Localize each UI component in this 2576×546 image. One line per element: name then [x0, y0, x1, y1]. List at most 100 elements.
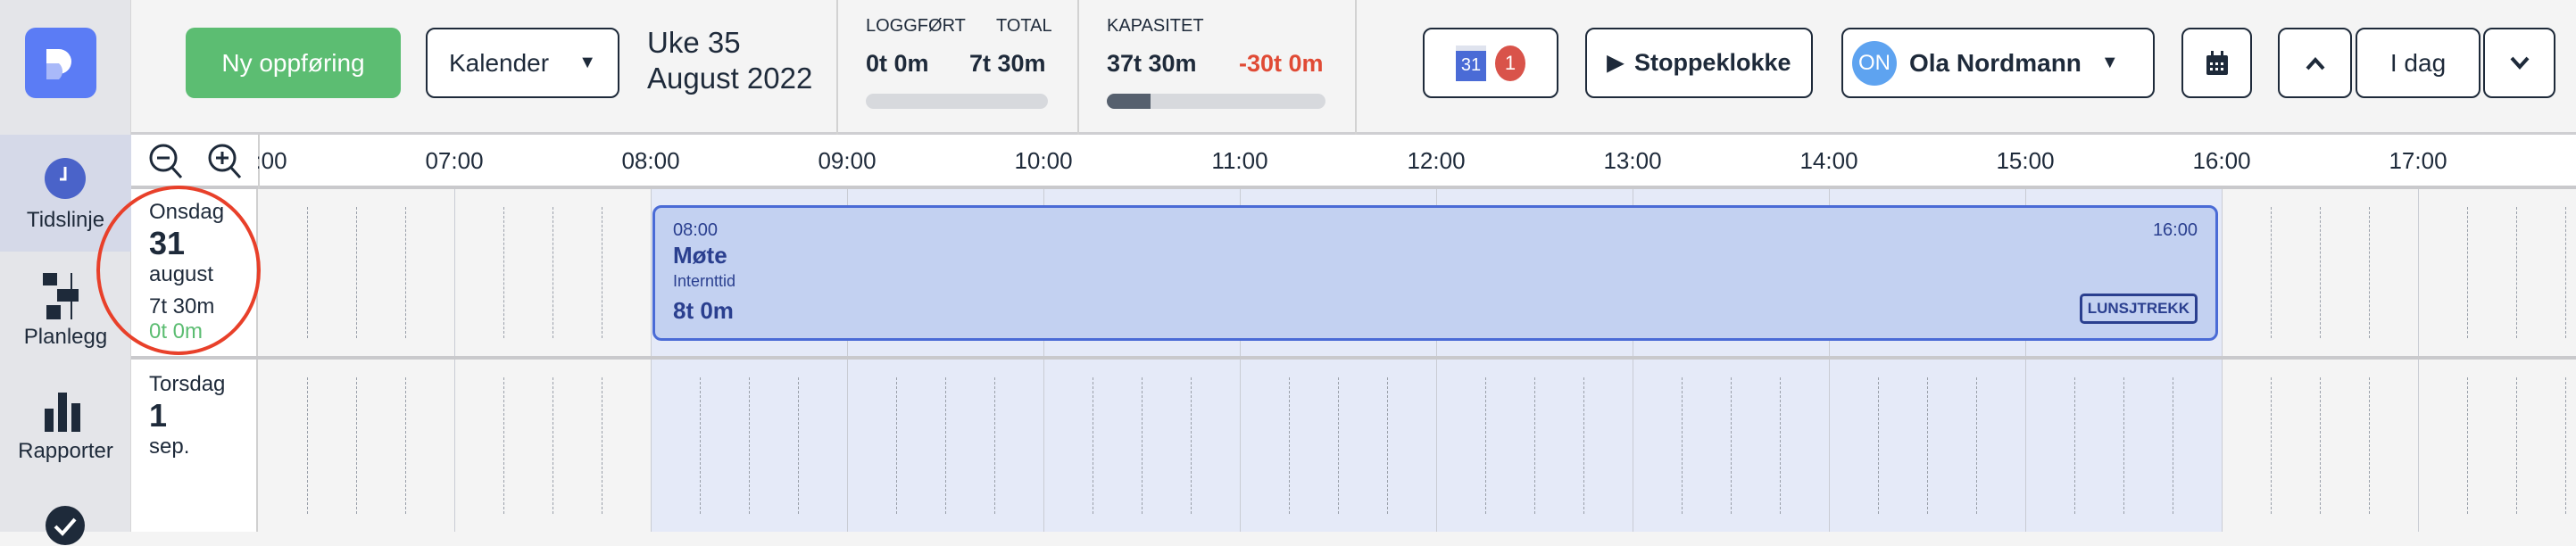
app-logo[interactable]	[25, 28, 96, 98]
quarter-gridline	[356, 377, 357, 514]
weekday: Torsdag	[149, 372, 226, 396]
stopwatch-button[interactable]: ▶ Stoppeklokke	[1585, 28, 1813, 98]
hour-label: 17:00	[2389, 147, 2447, 174]
hour-gridline	[454, 189, 455, 356]
week-label: Uke 35	[647, 26, 741, 59]
quarter-gridline	[1338, 377, 1339, 514]
hour-gridline	[651, 360, 652, 532]
caret-down-icon: ▼	[578, 53, 596, 72]
event-start: 08:00	[673, 220, 719, 240]
next-button[interactable]	[2483, 28, 2555, 98]
hour-gridline	[2222, 360, 2223, 532]
time-axis	[131, 135, 2576, 189]
divider	[836, 0, 838, 135]
chevron-up-icon	[2306, 56, 2324, 70]
zoom-in-icon[interactable]	[207, 143, 243, 180]
day-label-thursday[interactable]: Torsdag 1 sep.	[131, 360, 258, 532]
quarter-gridline	[2320, 377, 2321, 514]
user-menu[interactable]: ON Ola Nordmann ▼	[1841, 28, 2155, 98]
quarter-gridline	[307, 207, 308, 338]
highlight-circle	[96, 186, 261, 355]
quarter-gridline	[896, 377, 897, 514]
previous-button[interactable]	[2278, 28, 2352, 98]
quarter-gridline	[356, 207, 357, 338]
logged-value: 0t 0m	[866, 50, 929, 77]
event-duration: 8t 0m	[673, 297, 734, 324]
today-button[interactable]: I dag	[2356, 28, 2480, 98]
calendar-sync-button[interactable]: 31 1	[1423, 28, 1558, 98]
quarter-gridline	[2467, 207, 2468, 338]
quarter-gridline	[2271, 207, 2272, 338]
quarter-gridline	[2271, 377, 2272, 514]
quarter-gridline	[2074, 377, 2075, 514]
quarter-gridline	[1485, 377, 1486, 514]
quarter-gridline	[2123, 377, 2124, 514]
view-select[interactable]: Kalender ▼	[426, 28, 619, 98]
quarter-gridline	[2565, 377, 2566, 514]
date-picker-button[interactable]	[2181, 28, 2252, 98]
quarter-gridline	[700, 377, 701, 514]
clock-icon	[45, 158, 86, 199]
sidebar-item-label: Rapporter	[18, 439, 113, 463]
quarter-gridline	[2320, 207, 2321, 338]
quarter-gridline	[405, 377, 406, 514]
total-label: TOTAL	[996, 16, 1052, 36]
quarter-gridline	[1731, 377, 1732, 514]
quarter-gridline	[1191, 377, 1192, 514]
quarter-gridline	[1976, 377, 1977, 514]
new-entry-button[interactable]: Ny oppføring	[186, 28, 401, 98]
date-range: Uke 35 August 2022	[647, 25, 812, 96]
hour-label: 13:00	[1603, 147, 1662, 174]
sidebar-item-planlegg[interactable]: Planlegg	[0, 259, 131, 357]
hour-label: 15:00	[1996, 147, 2055, 174]
quarter-gridline	[2516, 207, 2517, 338]
quarter-gridline	[503, 377, 504, 514]
hour-gridline	[1043, 360, 1044, 532]
bar-chart-icon	[45, 393, 80, 432]
hour-gridline	[847, 360, 848, 532]
day-number: 1	[149, 397, 168, 434]
play-icon: ▶	[1607, 51, 1624, 75]
hour-label: 08:00	[621, 147, 680, 174]
quarter-gridline	[2369, 207, 2370, 338]
hour-label: 07:00	[425, 147, 484, 174]
hour-gridline	[1240, 360, 1241, 532]
quarter-gridline	[1878, 377, 1879, 514]
quarter-gridline	[749, 377, 750, 514]
hour-gridline	[1436, 360, 1437, 532]
hour-gridline	[2418, 360, 2419, 532]
hour-label: 10:00	[1014, 147, 1073, 174]
hour-label: 12:00	[1407, 147, 1466, 174]
event-title: Møte	[673, 242, 727, 269]
capacity-value: 37t 30m	[1107, 50, 1197, 77]
stopwatch-label: Stoppeklokke	[1633, 49, 1791, 76]
caret-down-icon: ▼	[2100, 53, 2119, 72]
capacity-label: KAPASITET	[1107, 16, 1204, 36]
capacity-diff: -30t 0m	[1239, 50, 1324, 77]
quarter-gridline	[2467, 377, 2468, 514]
event-mote[interactable]: 08:00 16:00 Møte Internttid 8t 0m LUNSJT…	[652, 205, 2218, 341]
total-value: 7t 30m	[969, 50, 1046, 77]
quarter-gridline	[1927, 377, 1928, 514]
quarter-gridline	[1780, 377, 1781, 514]
divider	[1355, 0, 1357, 135]
sidebar-item-rapporter[interactable]: Rapporter	[0, 375, 131, 473]
hour-label: 11:00	[1211, 147, 1268, 174]
check-circle-icon[interactable]	[45, 505, 86, 546]
quarter-gridline	[1534, 377, 1535, 514]
quarter-gridline	[1387, 377, 1388, 514]
event-category: Internttid	[673, 272, 736, 290]
month: sep.	[149, 434, 190, 459]
quarter-gridline	[945, 377, 946, 514]
calendar-icon	[2206, 50, 2228, 75]
hour-gridline	[2418, 189, 2419, 356]
chevron-down-icon	[2510, 56, 2529, 70]
quarter-gridline	[2516, 377, 2517, 514]
hour-label: 16:00	[2192, 147, 2251, 174]
hour-gridline	[1829, 360, 1830, 532]
zoom-out-icon[interactable]	[148, 143, 184, 180]
sidebar-item-label: Tidslinje	[26, 208, 105, 232]
divider	[1077, 0, 1079, 135]
quarter-gridline	[405, 207, 406, 338]
hour-gridline	[454, 360, 455, 532]
